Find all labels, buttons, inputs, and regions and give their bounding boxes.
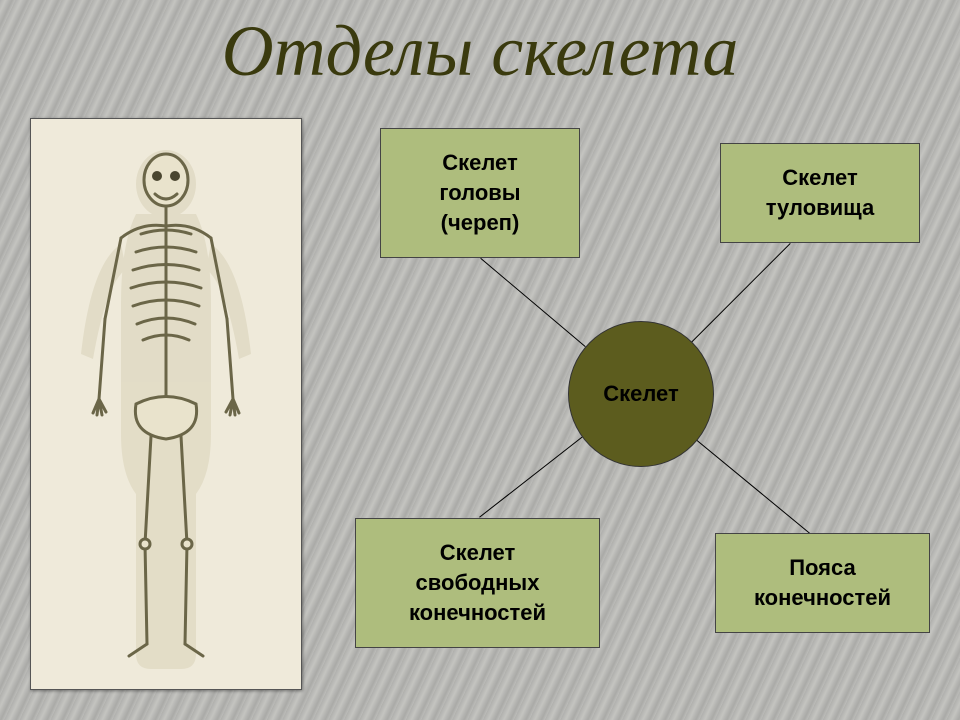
- node-label: Скелеттуловища: [766, 163, 875, 222]
- node-label: Поясаконечностей: [754, 553, 891, 612]
- page-title: Отделы скелета: [0, 10, 960, 93]
- connector-line: [691, 243, 791, 343]
- node-trunk: Скелеттуловища: [720, 143, 920, 243]
- connector-line: [480, 257, 586, 346]
- node-label: Скелетголовы(череп): [439, 148, 520, 237]
- skeleton-figure: [51, 134, 281, 674]
- skeleton-image-box: [30, 118, 302, 690]
- connector-line: [695, 439, 810, 534]
- concept-diagram: Скелет Скелетголовы(череп) Скелеттуловища С…: [320, 118, 935, 678]
- center-node: Скелет: [568, 321, 714, 467]
- node-head: Скелетголовы(череп): [380, 128, 580, 258]
- node-label: Скелетсвободныхконечностей: [409, 538, 546, 627]
- node-limbs: Скелетсвободныхконечностей: [355, 518, 600, 648]
- slide-root: Отделы скелета: [0, 0, 960, 720]
- connector-line: [479, 437, 583, 518]
- node-girdle: Поясаконечностей: [715, 533, 930, 633]
